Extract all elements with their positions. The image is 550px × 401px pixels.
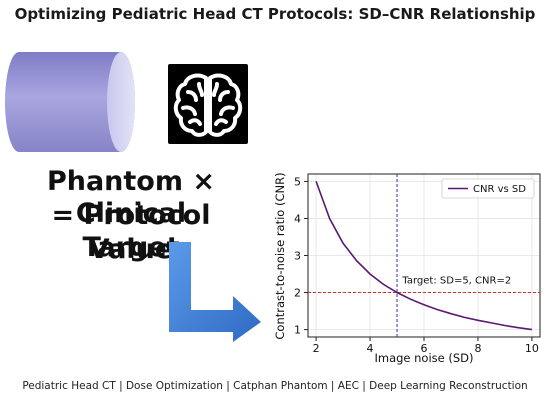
y-axis-label: Contrast-to-noise ratio (CNR) (273, 172, 287, 339)
y-tick-label: 1 (294, 324, 301, 337)
x-tick-label: 6 (421, 342, 428, 355)
page-title: Optimizing Pediatric Head CT Protocols: … (14, 5, 536, 23)
chart-grid (308, 174, 540, 337)
x-tick-label: 2 (313, 342, 320, 355)
cylinder-phantom-icon (5, 52, 135, 152)
footer-keywords: Pediatric Head CT | Dose Optimization | … (22, 380, 528, 392)
y-tick-label: 2 (294, 287, 301, 300)
y-tick-label: 5 (294, 175, 301, 188)
legend-label: CNR vs SD (473, 184, 526, 195)
legend: CNR vs SD (441, 178, 535, 199)
series-line-cnr-vs-sd (315, 181, 533, 331)
x-tick-label: 8 (474, 342, 481, 355)
headline-line3: Value (88, 234, 174, 265)
x-axis-label: Image noise (SD) (374, 351, 473, 365)
y-tick-label: 4 (294, 212, 301, 225)
brain-icon (168, 64, 248, 144)
x-tick-label: 10 (525, 342, 539, 355)
headline-line2: = Protocol Target (51, 200, 211, 263)
target-annotation: Target: SD=5, CNR=2 (401, 275, 511, 286)
headline-line1: Phantom × Clinical (46, 166, 216, 229)
l-arrow-icon (169, 242, 261, 342)
y-tick-label: 3 (294, 250, 301, 263)
x-tick-label: 4 (367, 342, 374, 355)
